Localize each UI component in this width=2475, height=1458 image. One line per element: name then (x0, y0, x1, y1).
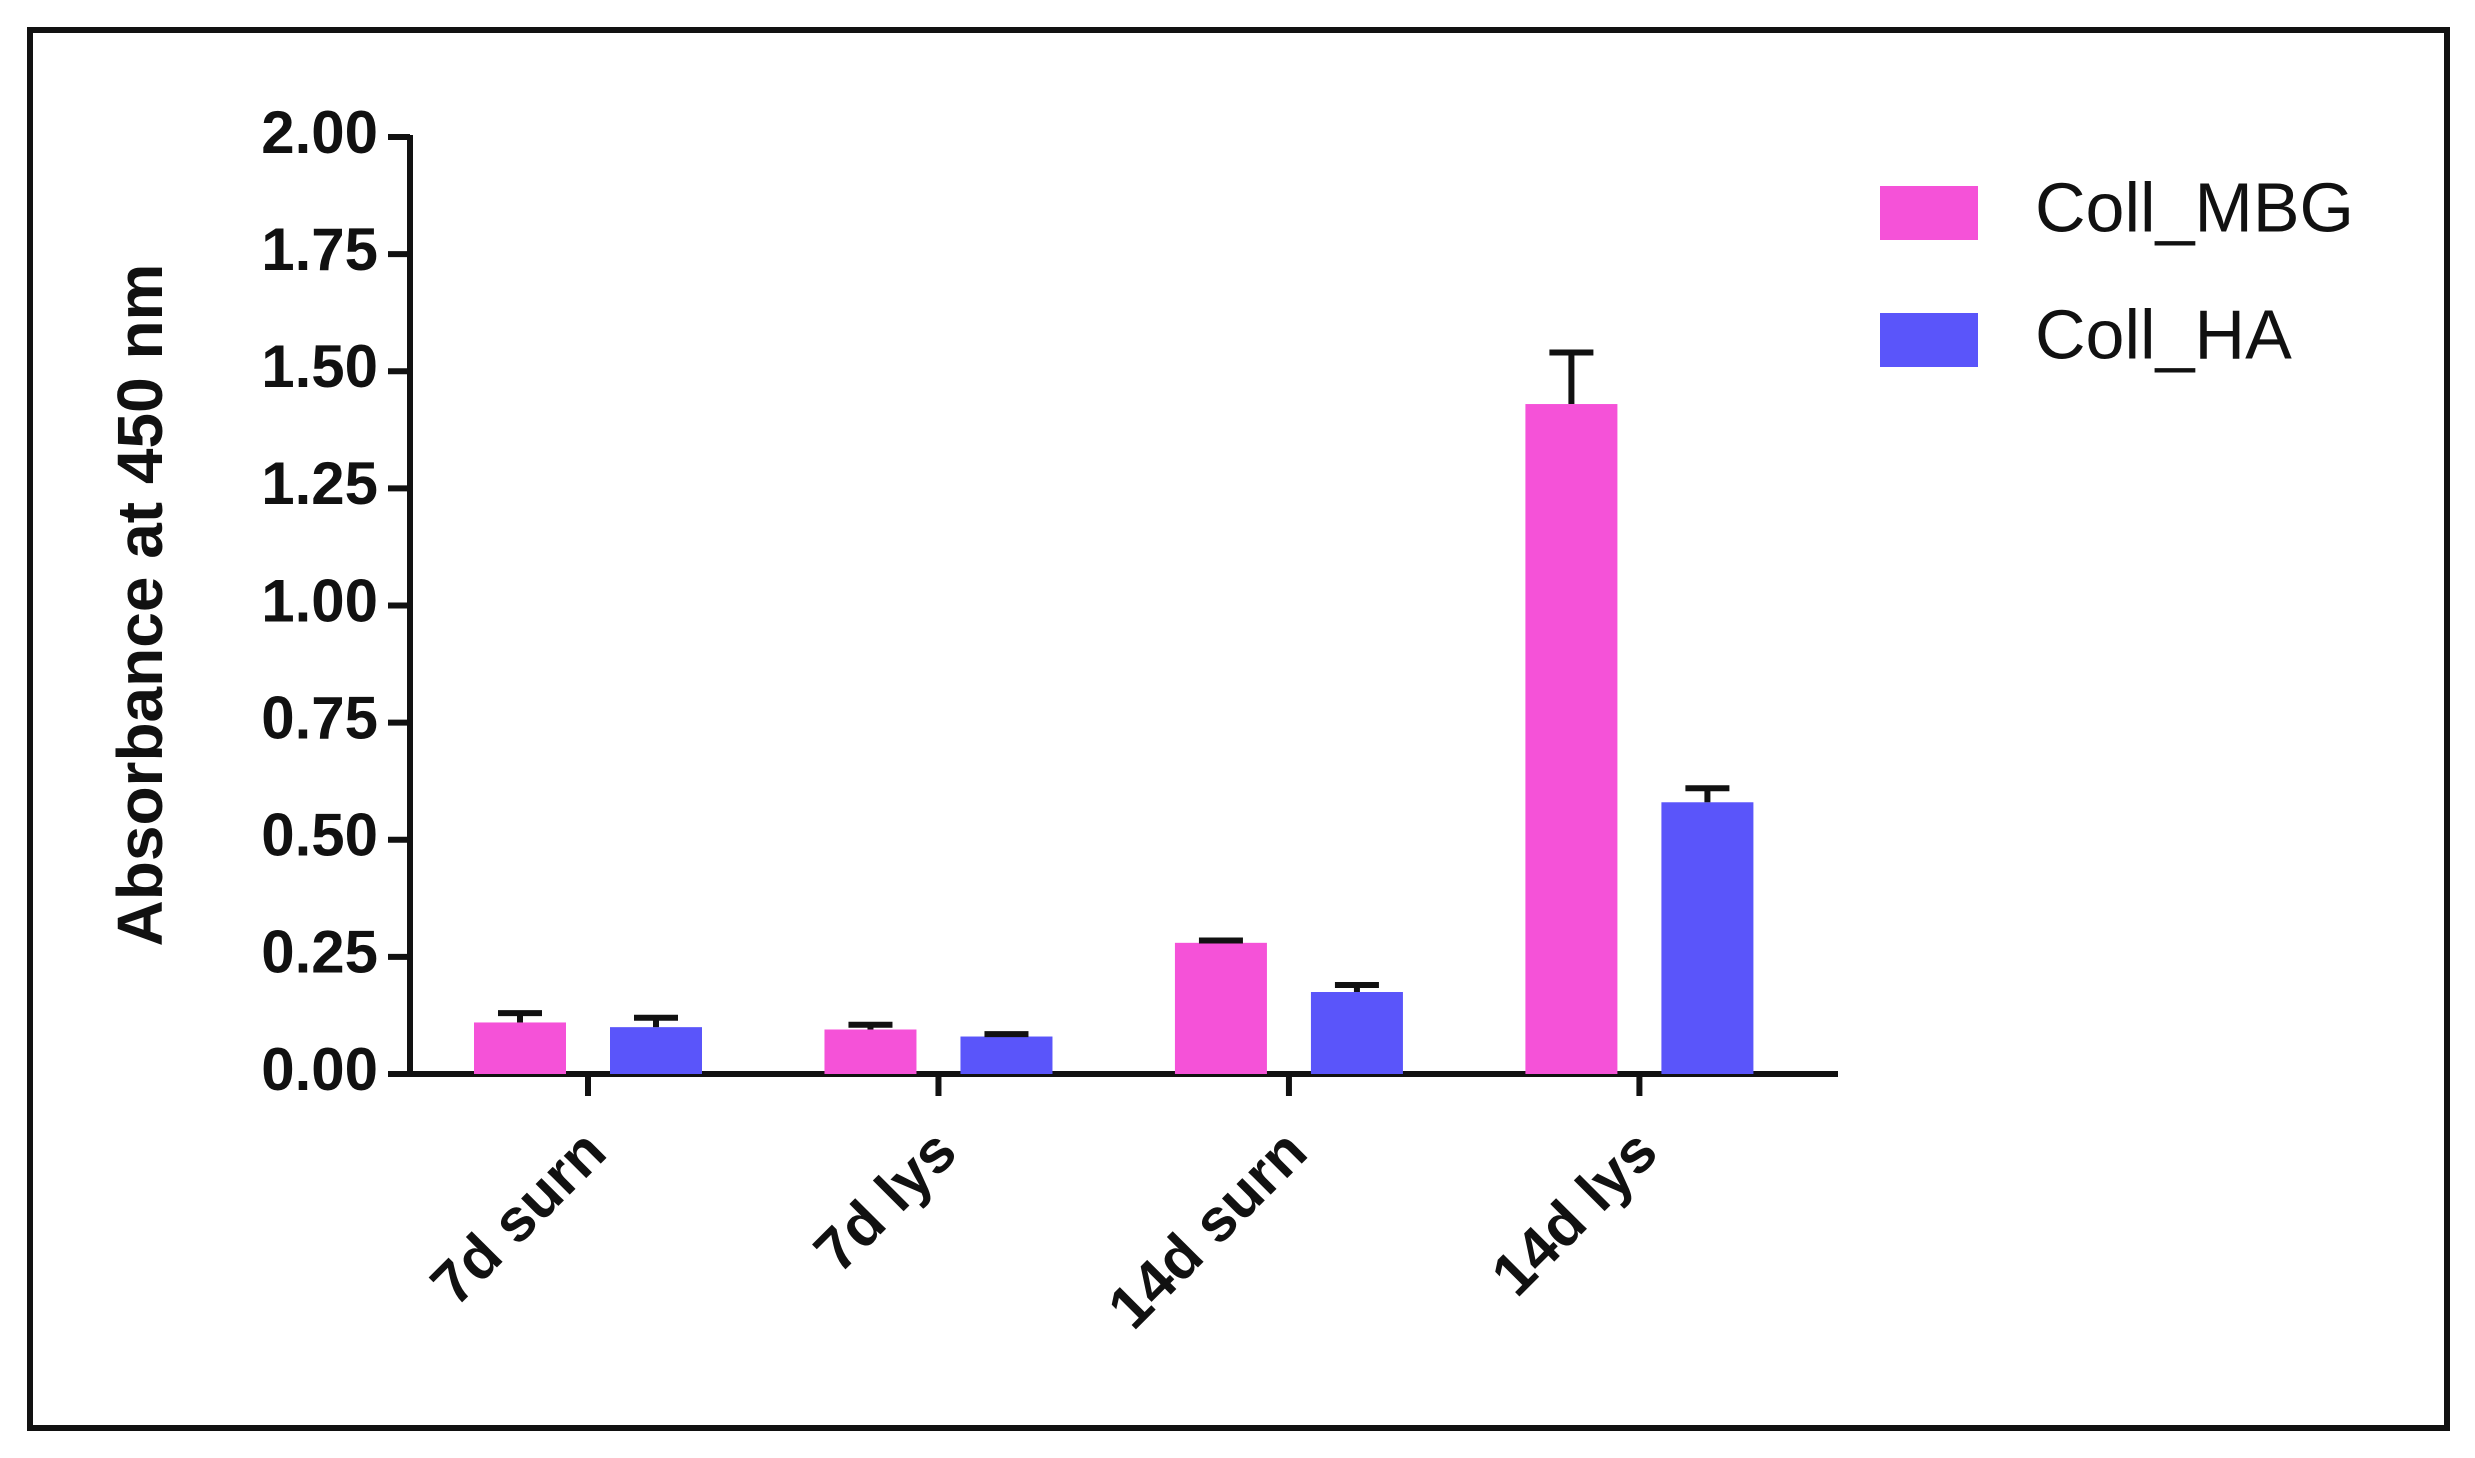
y-tick-label: 0.25 (261, 919, 378, 986)
legend-swatch (1880, 186, 1978, 240)
y-tick-label: 1.75 (261, 216, 378, 283)
bar (474, 1022, 566, 1074)
legend-label: Coll_HA (2035, 295, 2292, 373)
legend-swatch (1880, 313, 1978, 367)
bar (1174, 942, 1267, 1074)
y-tick-label: 0.00 (261, 1036, 378, 1103)
bar (610, 1027, 702, 1074)
y-tick-label: 1.25 (261, 450, 378, 517)
y-tick-label: 1.00 (261, 567, 378, 634)
legend-label: Coll_MBG (2035, 168, 2354, 246)
bar (1310, 992, 1403, 1074)
bar (960, 1036, 1053, 1074)
y-tick-label: 2.00 (261, 99, 378, 166)
bar (1661, 802, 1754, 1074)
y-tick-label: 0.75 (261, 684, 378, 751)
y-axis-label: Absorbance at 450 nm (104, 264, 176, 947)
y-tick-label: 1.50 (261, 333, 378, 400)
bar (1525, 404, 1618, 1074)
frame (27, 27, 2450, 1431)
bar (824, 1029, 917, 1074)
y-tick-label: 0.50 (261, 802, 378, 869)
